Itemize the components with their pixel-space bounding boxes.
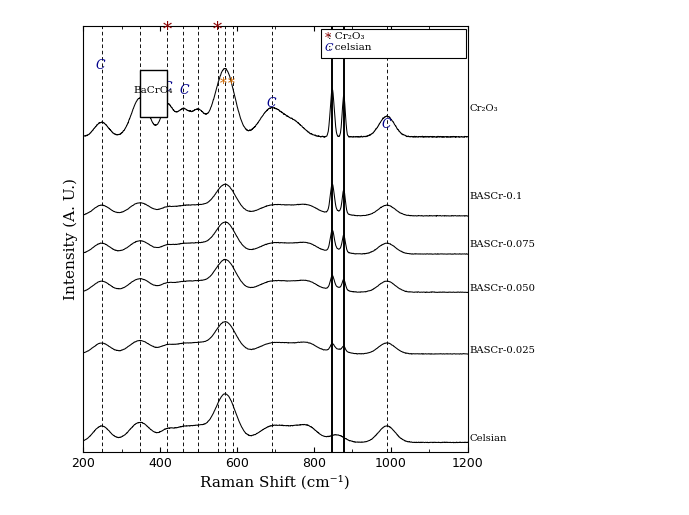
Text: C: C xyxy=(179,83,189,97)
Text: Celsian: Celsian xyxy=(469,434,507,443)
Bar xyxy=(322,29,466,58)
Text: BASCr-0.075: BASCr-0.075 xyxy=(469,240,535,249)
X-axis label: Raman Shift (cm⁻¹): Raman Shift (cm⁻¹) xyxy=(200,475,350,490)
Text: : Cr₂O₃: : Cr₂O₃ xyxy=(329,32,365,41)
Text: *: * xyxy=(220,77,227,91)
Text: BaCrO₄: BaCrO₄ xyxy=(134,86,173,95)
Text: → BaCrO₄: → BaCrO₄ xyxy=(322,44,373,53)
Bar xyxy=(140,70,167,117)
Text: BASCr-0.1: BASCr-0.1 xyxy=(469,192,523,201)
Text: C: C xyxy=(163,81,172,94)
Text: Cr₂O₃: Cr₂O₃ xyxy=(469,104,498,113)
Text: BASCr-0.025: BASCr-0.025 xyxy=(469,346,535,355)
Text: *: * xyxy=(228,77,234,91)
Text: C: C xyxy=(267,96,276,110)
Text: C: C xyxy=(382,117,391,131)
Text: *: * xyxy=(213,21,223,39)
Text: C: C xyxy=(325,43,333,53)
Text: *: * xyxy=(163,21,172,39)
Text: C: C xyxy=(96,59,105,72)
Text: BASCr-0.050: BASCr-0.050 xyxy=(469,284,535,293)
Y-axis label: Intensity (A. U.): Intensity (A. U.) xyxy=(63,178,78,300)
Text: : celsian: : celsian xyxy=(329,43,372,52)
Text: *: * xyxy=(325,32,331,45)
